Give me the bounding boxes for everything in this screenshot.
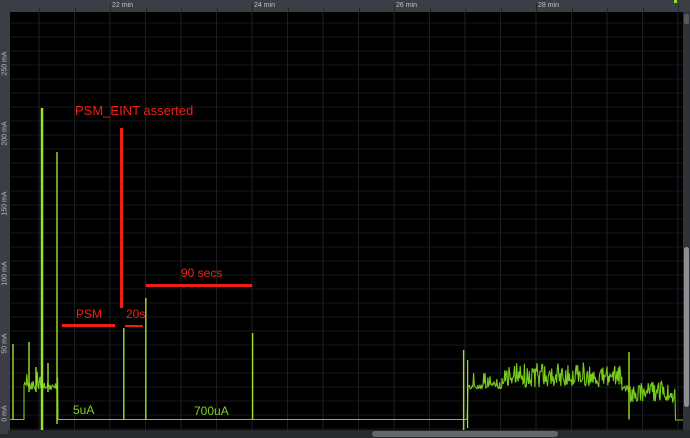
current-tick-label: 0 mA — [1, 405, 9, 422]
plot-area[interactable] — [10, 12, 683, 430]
time-tick-label: 26 min — [396, 2, 418, 9]
annotation-20s-label: 20s — [126, 307, 146, 321]
time-tick — [181, 8, 182, 12]
time-tick — [571, 8, 573, 12]
current-tick-label: 250 mA — [1, 51, 9, 76]
time-tick — [287, 8, 289, 12]
current-tick-label: 50 mA — [1, 333, 9, 354]
time-tick — [429, 8, 431, 12]
annotation-5ua-label: 5uA — [73, 403, 95, 417]
time-axis[interactable]: 22 min 24 min 26 min 28 min — [0, 0, 690, 12]
current-tick-label: 200 mA — [1, 121, 9, 146]
current-tick-label: 150 mA — [1, 191, 9, 216]
time-tick — [216, 8, 218, 12]
current-tick-label: 100 mA — [1, 261, 9, 286]
t20s-duration-line — [124, 325, 143, 327]
time-tick-label: 22 min — [112, 2, 134, 9]
timeline-marker-tick — [674, 0, 677, 3]
psm-duration-line — [62, 324, 115, 327]
psm-eint-marker-line — [120, 128, 123, 308]
annotation-psm-eint-label: PSM_EINT asserted — [75, 103, 194, 118]
time-tick — [394, 4, 395, 12]
time-tick-label: 24 min — [254, 2, 276, 9]
time-tick — [323, 8, 324, 12]
time-tick — [110, 4, 111, 12]
vertical-scrollbar[interactable] — [683, 12, 690, 430]
annotation-90secs-label: 90 secs — [181, 266, 223, 280]
time-tick — [465, 8, 466, 12]
vertical-scrollbar-thumb[interactable] — [684, 247, 689, 407]
annotation-psm-label: PSM — [76, 307, 103, 321]
vertical-scrollbar-button[interactable] — [684, 14, 689, 24]
scrollbar-corner — [0, 430, 8, 434]
t90s-duration-line — [146, 284, 252, 287]
time-tick — [74, 8, 76, 12]
annotation-700ua-label: 700uA — [194, 404, 229, 418]
time-tick — [607, 8, 608, 12]
time-tick — [145, 8, 147, 12]
current-axis[interactable]: 250 mA 200 mA 150 mA 100 mA 50 mA 0 mA — [0, 12, 10, 430]
horizontal-scrollbar-thumb[interactable] — [372, 431, 558, 437]
time-tick — [39, 8, 40, 12]
time-tick — [642, 8, 644, 12]
time-tick — [678, 4, 679, 12]
horizontal-scrollbar[interactable] — [0, 430, 690, 438]
time-tick — [500, 8, 502, 12]
time-tick — [536, 4, 537, 12]
time-tick — [252, 4, 253, 12]
time-tick-label: 28 min — [538, 2, 560, 9]
time-tick — [358, 8, 360, 12]
